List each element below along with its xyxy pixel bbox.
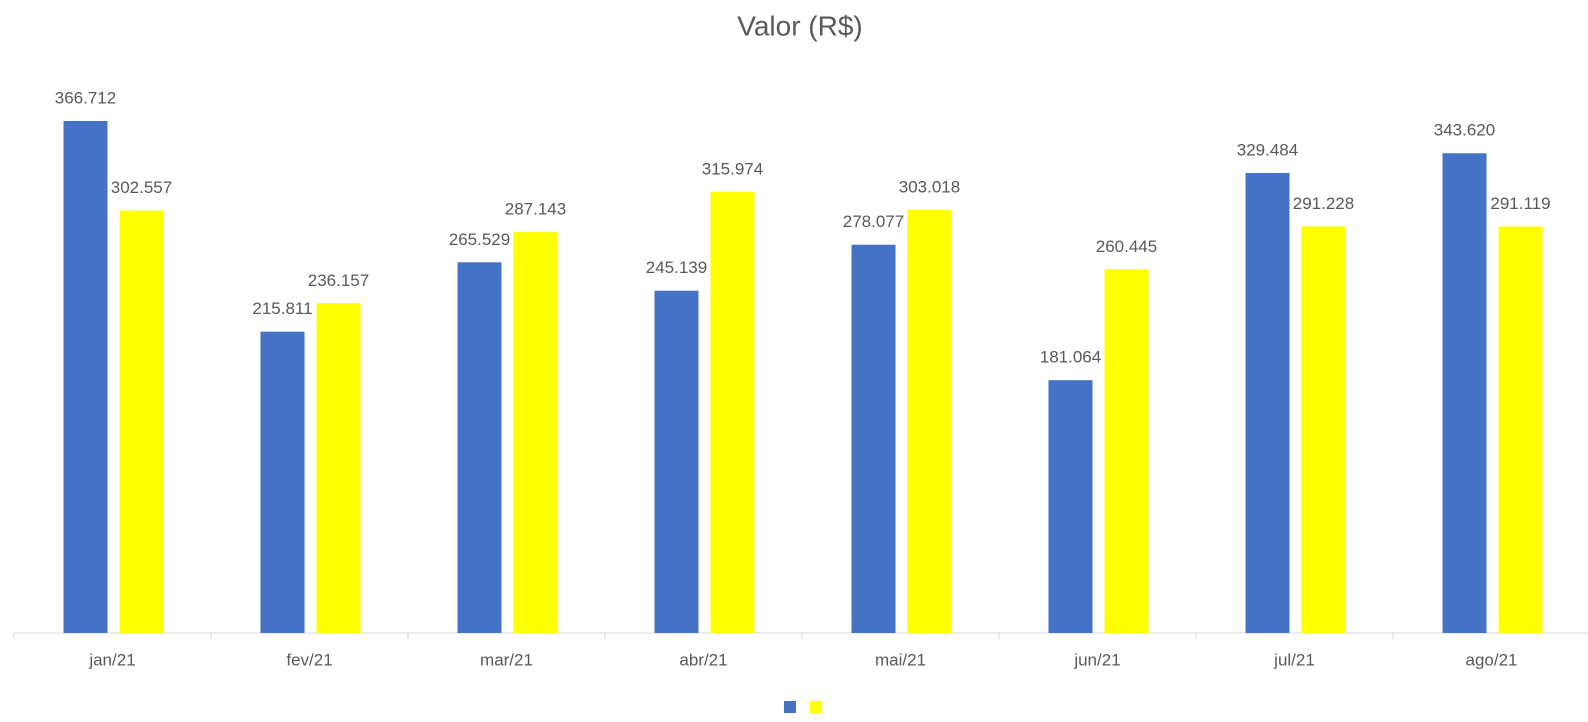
bar [457,262,502,633]
bar [851,244,896,633]
x-tick-label: mar/21 [480,650,533,669]
bar [63,121,108,633]
data-label: 303.018 [899,177,960,196]
data-label: 343.620 [1434,121,1495,140]
data-label: 215.811 [252,299,312,318]
data-label: 291.119 [1490,194,1550,213]
bar [260,331,305,633]
x-tick-label: jan/21 [88,650,135,669]
data-label: 329.484 [1237,140,1298,159]
bar [710,191,755,633]
bar [119,210,164,633]
x-tick-label: fev/21 [286,650,332,669]
chart-title: Valor (R$) [737,10,863,41]
data-label: 260.445 [1096,237,1157,256]
bar [1301,226,1346,633]
data-label: 302.557 [111,178,172,197]
x-tick-label: abr/21 [679,650,727,669]
data-label: 366.712 [55,88,116,107]
bar [1245,172,1290,633]
data-label: 291.228 [1293,194,1354,213]
bar [907,209,952,633]
x-tick-label: jun/21 [1073,650,1120,669]
data-label: 278.077 [843,212,904,231]
data-label: 287.143 [505,200,566,219]
legend-swatch [784,701,796,713]
bar [316,303,361,633]
data-label: 245.139 [646,258,707,277]
x-tick-label: jul/21 [1273,650,1315,669]
bar [1104,269,1149,633]
data-label: 236.157 [308,271,369,290]
data-label: 315.974 [702,159,763,178]
bar [1442,153,1487,633]
x-tick-label: mai/21 [875,650,926,669]
bar [513,232,558,634]
legend-swatch [810,701,822,713]
bar [1048,380,1093,633]
bar [654,290,699,633]
data-label: 181.064 [1040,348,1101,367]
x-tick-label: ago/21 [1466,650,1518,669]
data-label: 265.529 [449,230,510,249]
bar [1498,226,1543,633]
